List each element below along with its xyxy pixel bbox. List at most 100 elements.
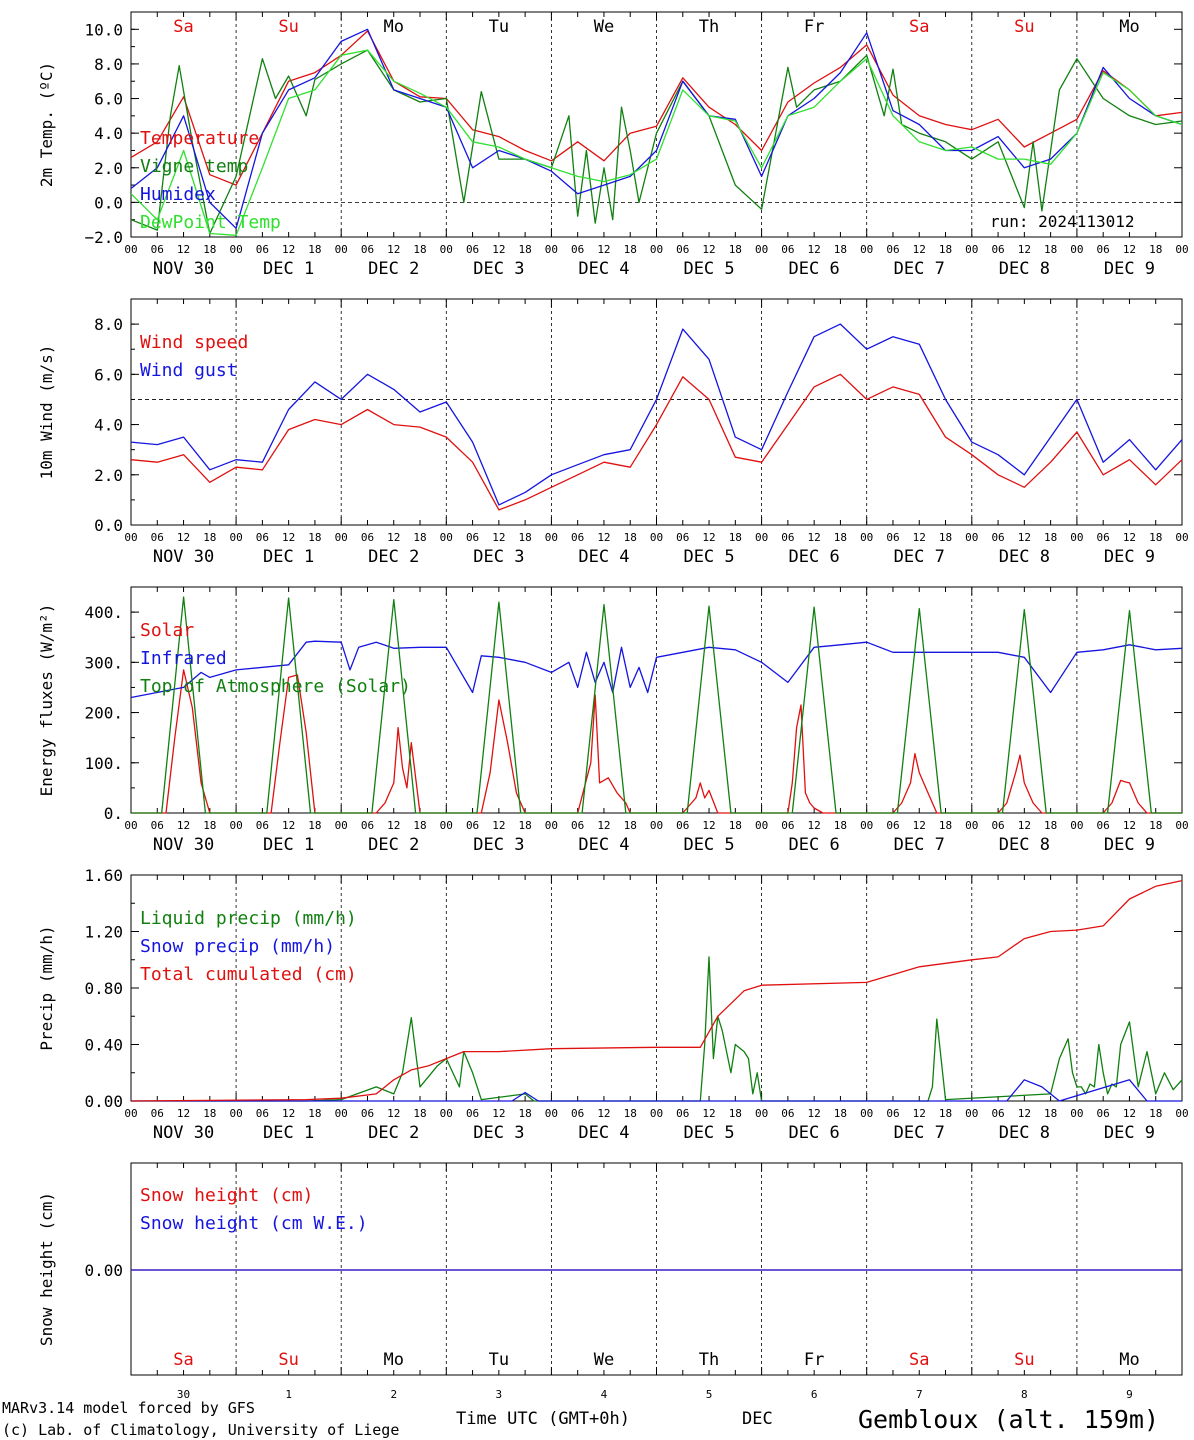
y-tick-label: 0.40 xyxy=(84,1036,123,1055)
hour-tick-label: 18 xyxy=(308,531,321,544)
hour-tick-label: 06 xyxy=(151,243,164,256)
y-tick-label: 6.0 xyxy=(94,90,123,109)
hour-tick-label: 12 xyxy=(1018,819,1031,832)
weekday-label: Sa xyxy=(909,17,929,37)
hour-tick-label: 00 xyxy=(755,243,768,256)
hour-tick-label: 06 xyxy=(1097,819,1110,832)
day-number: 9 xyxy=(1126,1388,1133,1401)
y-tick-label: 0.0 xyxy=(94,193,123,212)
hour-tick-label: 18 xyxy=(519,1107,532,1120)
date-label: DEC 6 xyxy=(789,835,840,855)
hour-tick-label: 00 xyxy=(440,531,453,544)
hour-tick-label: 00 xyxy=(124,243,137,256)
y-tick-label: 0.80 xyxy=(84,979,123,998)
legend-entry: Liquid precip (mm/h) xyxy=(140,908,357,929)
hour-tick-label: 12 xyxy=(282,819,295,832)
y-tick-label: 2.0 xyxy=(94,466,123,485)
day-number: 2 xyxy=(390,1388,397,1401)
hour-tick-label: 12 xyxy=(1018,531,1031,544)
weekday-label: Su xyxy=(278,17,298,37)
hour-tick-label: 18 xyxy=(203,531,216,544)
date-label: DEC 3 xyxy=(473,259,524,279)
y-tick-label: 4.0 xyxy=(94,124,123,143)
hour-tick-label: 06 xyxy=(151,819,164,832)
hour-tick-label: 06 xyxy=(1097,243,1110,256)
date-label: DEC 6 xyxy=(789,1123,840,1143)
date-label: DEC 4 xyxy=(578,547,629,567)
date-label: DEC 9 xyxy=(1104,1123,1155,1143)
hour-tick-label: 00 xyxy=(1175,531,1188,544)
weekday-label-bottom: Mo xyxy=(384,1350,404,1370)
date-label: DEC 1 xyxy=(263,1123,314,1143)
hour-tick-label: 06 xyxy=(886,243,899,256)
hour-tick-label: 18 xyxy=(413,819,426,832)
panel-3: 0. 100. 200. 300. 400. Energy fluxes (W/m²) So… xyxy=(37,586,1189,855)
hour-tick-label: 12 xyxy=(177,243,190,256)
date-label: DEC 7 xyxy=(894,259,945,279)
date-label: DEC 2 xyxy=(368,1123,419,1143)
y-tick-label: 200. xyxy=(84,704,123,723)
hour-tick-label: 18 xyxy=(834,819,847,832)
hour-tick-label: 00 xyxy=(965,243,978,256)
date-label: DEC 6 xyxy=(789,547,840,567)
weekday-label: Fr xyxy=(804,17,824,37)
weekday-label: Mo xyxy=(384,17,404,37)
hour-tick-label: 18 xyxy=(624,531,637,544)
hour-tick-label: 06 xyxy=(781,819,794,832)
date-label: DEC 4 xyxy=(578,835,629,855)
hour-tick-label: 12 xyxy=(492,243,505,256)
hour-tick-label: 00 xyxy=(965,531,978,544)
station-label: Gembloux (alt. 159m) xyxy=(858,1405,1159,1434)
date-label: DEC 3 xyxy=(473,547,524,567)
date-label: NOV 30 xyxy=(153,1123,214,1143)
hour-tick-label: 00 xyxy=(650,819,663,832)
hour-tick-label: 06 xyxy=(991,531,1004,544)
hour-tick-label: 18 xyxy=(1044,819,1057,832)
y-tick-label: 0.00 xyxy=(84,1092,123,1111)
hour-tick-label: 00 xyxy=(1070,243,1083,256)
date-label: DEC 9 xyxy=(1104,835,1155,855)
hour-tick-label: 12 xyxy=(597,1107,610,1120)
day-number: 30 xyxy=(177,1388,190,1401)
hour-tick-label: 06 xyxy=(571,531,584,544)
hour-tick-label: 00 xyxy=(860,1107,873,1120)
legend-entry: Infrared xyxy=(140,648,227,669)
y-tick-label: 400. xyxy=(84,603,123,622)
hour-tick-label: 12 xyxy=(913,243,926,256)
hour-tick-label: 18 xyxy=(1044,1107,1057,1120)
hour-tick-label: 18 xyxy=(624,1107,637,1120)
day-number: 8 xyxy=(1021,1388,1028,1401)
series-wind-speed xyxy=(130,373,1183,511)
hour-tick-label: 06 xyxy=(991,243,1004,256)
hour-tick-label: 00 xyxy=(335,819,348,832)
legend-entry: Total cumulated (cm) xyxy=(140,964,357,985)
weekday-label-bottom: Sa xyxy=(909,1350,929,1370)
hour-tick-label: 12 xyxy=(1123,819,1136,832)
date-label: DEC 7 xyxy=(894,835,945,855)
legend-entry: Solar xyxy=(140,620,194,641)
legend-entry: DewPoint Temp xyxy=(140,212,281,233)
date-label: DEC 5 xyxy=(683,547,734,567)
hour-tick-label: 18 xyxy=(1149,531,1162,544)
panel-5: 0.00 Snow height (cm) Snow height (cm) Snow… xyxy=(37,1162,1183,1376)
hour-tick-label: 12 xyxy=(282,1107,295,1120)
hour-tick-label: 06 xyxy=(361,819,374,832)
hour-tick-label: 12 xyxy=(387,819,400,832)
series-dewpoint-temp xyxy=(130,49,1183,236)
model-credit: MARv3.14 model forced by GFS xyxy=(2,1399,255,1417)
date-label: DEC 1 xyxy=(263,547,314,567)
hour-tick-label: 00 xyxy=(545,1107,558,1120)
hour-tick-label: 18 xyxy=(1044,531,1057,544)
day-number: 1 xyxy=(285,1388,292,1401)
hour-tick-label: 00 xyxy=(440,243,453,256)
y-tick-label: 100. xyxy=(84,754,123,773)
y-tick-label: 10.0 xyxy=(84,20,123,39)
hour-tick-label: 12 xyxy=(492,1107,505,1120)
hour-tick-label: 00 xyxy=(650,243,663,256)
date-label: DEC 5 xyxy=(683,259,734,279)
hour-tick-label: 18 xyxy=(308,243,321,256)
y-axis-label: 10m Wind (m/s) xyxy=(37,345,56,480)
hour-tick-label: 00 xyxy=(545,531,558,544)
y-tick-label: 300. xyxy=(84,653,123,672)
hour-tick-label: 06 xyxy=(151,1107,164,1120)
